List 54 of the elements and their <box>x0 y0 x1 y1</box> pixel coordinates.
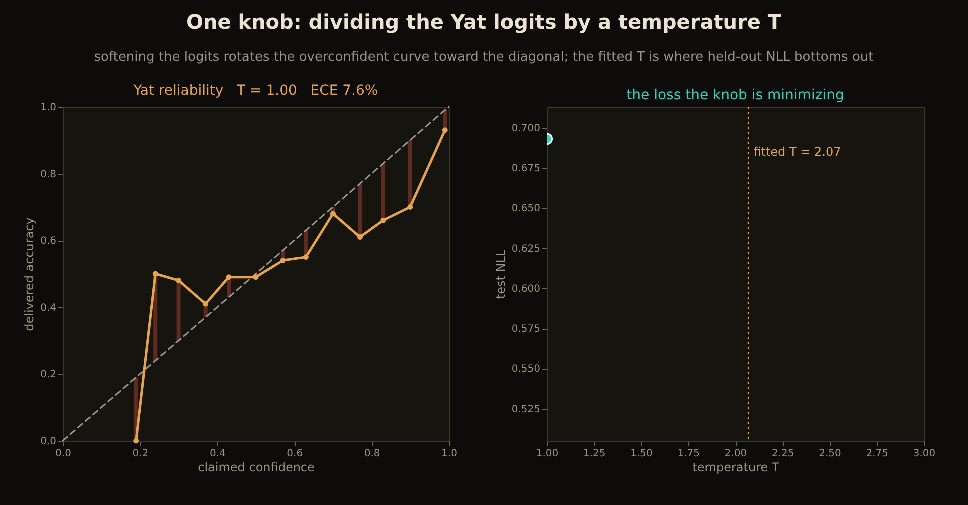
y-tick-label: 0.2 <box>40 370 56 381</box>
x-tick-label: 2.00 <box>724 448 748 460</box>
y-tick-label: 0.650 <box>512 204 540 215</box>
x-tick-label: 0.4 <box>210 448 226 460</box>
y-axis-title: test NLL <box>494 250 508 300</box>
y-tick-label: 0.8 <box>40 169 56 180</box>
point <box>442 128 448 134</box>
y-tick-label: 0.600 <box>512 284 540 295</box>
y-tick-label: 1.0 <box>40 102 56 114</box>
ref-line-label: fitted T = 2.07 <box>754 145 842 159</box>
x-tick-label: 2.50 <box>819 448 842 460</box>
x-tick-label: 1.75 <box>678 448 700 460</box>
chart-title: Yat reliability T = 1.00 ECE 7.6% <box>132 83 378 99</box>
y-tick-label: 0.6 <box>40 236 56 248</box>
point <box>330 211 336 217</box>
y-tick-label: 0.550 <box>512 364 540 376</box>
point <box>152 271 158 277</box>
point <box>134 438 140 444</box>
x-tick-label: 1.0 <box>442 448 458 460</box>
y-tick-label: 0.700 <box>512 123 540 134</box>
x-tick-label: 1.00 <box>536 448 559 460</box>
x-tick-label: 1.25 <box>583 448 606 460</box>
x-tick-label: 0.6 <box>287 448 304 460</box>
point <box>357 234 363 240</box>
x-tick-label: 2.25 <box>772 448 794 460</box>
x-tick-label: 2.75 <box>866 448 889 460</box>
x-tick-label: 0.0 <box>56 448 72 460</box>
bar <box>408 140 412 208</box>
y-tick-label: 0.4 <box>40 302 56 314</box>
y-axis-title: delivered accuracy <box>22 218 37 332</box>
point <box>226 274 232 280</box>
y-tick-label: 0.675 <box>512 164 540 175</box>
x-axis-title: temperature T <box>692 460 780 474</box>
x-axis-title: claimed confidence <box>198 460 315 474</box>
text: softening the logits rotates the overconfident curve toward the diagonal; the fitted T is where held-out NLL bottoms out <box>93 50 875 65</box>
point <box>280 258 286 264</box>
y-tick-label: 0.0 <box>40 436 56 448</box>
point <box>176 278 182 284</box>
chart-title: the loss the knob is minimizing <box>626 87 844 104</box>
bar <box>381 164 386 221</box>
point <box>203 301 209 307</box>
y-tick-label: 0.525 <box>512 404 540 416</box>
y-tick-label: 0.625 <box>512 244 540 255</box>
bar <box>176 280 181 341</box>
x-tick-label: 1.50 <box>630 448 653 460</box>
point <box>408 204 414 210</box>
text: One knob: dividing the Yat logits by a temperature T <box>185 10 783 34</box>
x-tick-label: 0.8 <box>364 448 380 460</box>
point <box>253 274 259 280</box>
x-tick-label: 0.2 <box>132 448 149 460</box>
y-tick-label: 0.575 <box>512 324 540 336</box>
point <box>380 218 386 224</box>
x-tick-label: 3.00 <box>913 448 936 460</box>
point <box>303 254 309 260</box>
